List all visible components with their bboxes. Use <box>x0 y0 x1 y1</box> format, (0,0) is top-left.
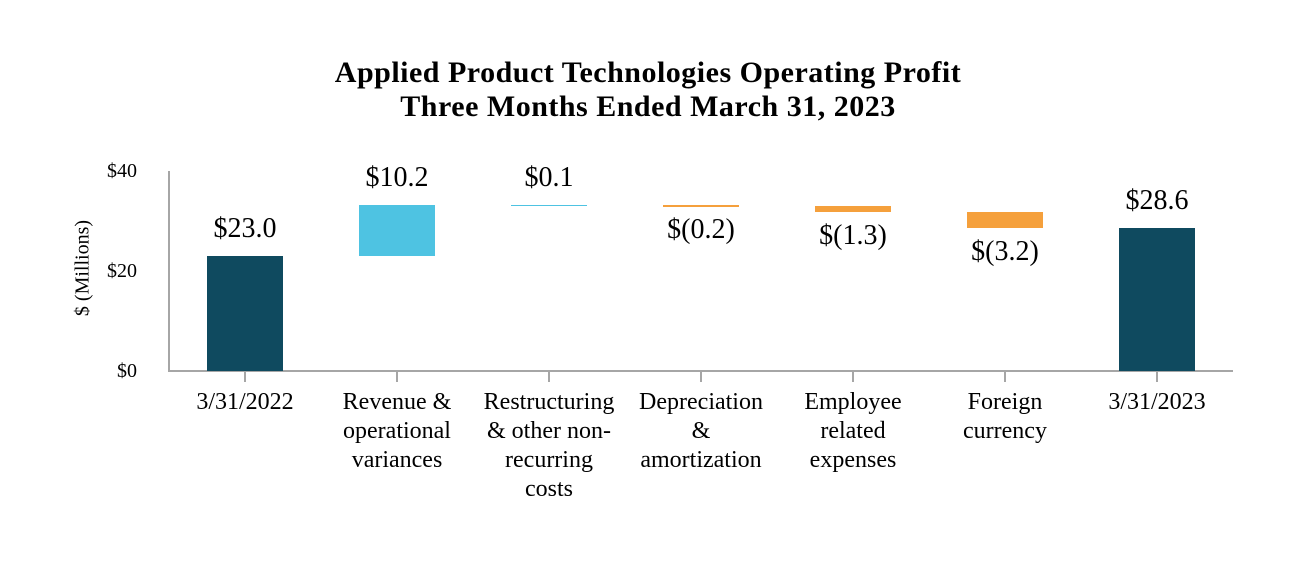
category-label: 3/31/2022 <box>196 389 294 415</box>
category-label: 3/31/2023 <box>1108 389 1206 415</box>
bar-value-label: $10.2 <box>365 162 429 193</box>
x-axis-tick <box>1156 371 1158 382</box>
bar-value-label: $(3.2) <box>971 236 1039 267</box>
y-tick-label: $0 <box>117 360 137 382</box>
chart-title-line1: Applied Product Technologies Operating P… <box>334 56 962 89</box>
y-tick-label: $40 <box>107 160 137 182</box>
bar-segment-decrease <box>663 204 739 207</box>
x-axis-tick <box>1004 371 1006 382</box>
x-axis-tick <box>244 371 246 382</box>
category-label: Foreign currency <box>963 389 1047 444</box>
bar-segment-increase <box>359 205 435 256</box>
y-tick-label: $20 <box>107 260 137 282</box>
x-axis-tick <box>700 371 702 382</box>
bar-segment-decrease <box>815 205 891 212</box>
category-label: Restructuring & other non- recurring cos… <box>483 389 615 502</box>
category-label: Depreciation & amortization <box>639 389 763 473</box>
x-axis-tick <box>852 371 854 382</box>
x-axis-tick <box>396 371 398 382</box>
bar-segment-total <box>1119 228 1195 371</box>
category-label: Revenue & operational variances <box>342 389 452 473</box>
bar-segment-total <box>207 256 283 371</box>
chart-title-line2: Three Months Ended March 31, 2023 <box>400 90 896 123</box>
bar-value-label: $0.1 <box>524 161 574 193</box>
bar-value-label: $23.0 <box>213 213 277 244</box>
bar-segment-decrease <box>967 212 1043 228</box>
x-axis-tick <box>548 371 550 382</box>
y-axis-line <box>168 171 170 371</box>
chart-title: Applied Product Technologies Operating P… <box>0 56 1296 124</box>
bar-value-label: $(0.2) <box>667 213 735 245</box>
bar-value-label: $(1.3) <box>819 220 887 251</box>
bar-value-label: $28.6 <box>1125 185 1189 216</box>
category-label: Employee related expenses <box>804 389 902 473</box>
